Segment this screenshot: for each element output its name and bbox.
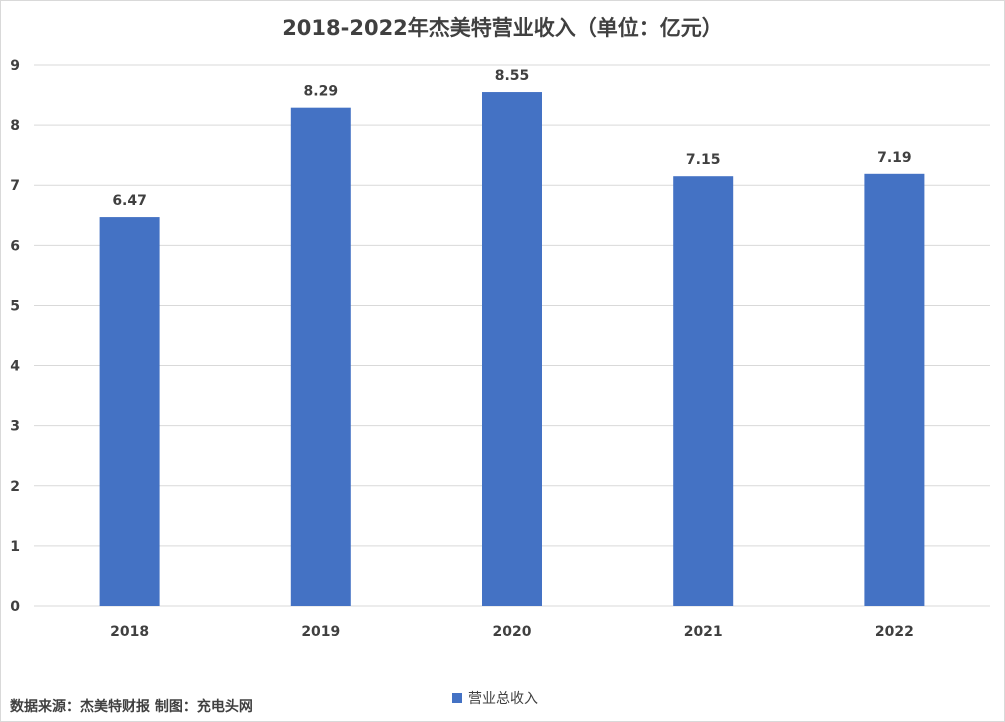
data-label-2020: 8.55 — [495, 68, 530, 84]
y-tick-label-0: 0 — [10, 599, 20, 615]
chart-title: 2018-2022年杰美特营业收入（单位：亿元） — [282, 16, 723, 40]
legend: 营业总收入 — [452, 688, 538, 708]
x-tick-label-2022: 2022 — [875, 624, 914, 640]
y-tick-label-5: 5 — [10, 298, 20, 314]
x-tick-label-2020: 2020 — [493, 624, 532, 640]
source-note: 数据来源：杰美特财报 制图：充电头网 — [10, 699, 253, 715]
bar-2020 — [482, 92, 542, 607]
data-label-2019: 8.29 — [304, 84, 339, 100]
y-tick-label-3: 3 — [10, 419, 20, 435]
bar-2021 — [673, 176, 734, 606]
y-tick-label-2: 2 — [10, 479, 20, 495]
legend-swatch — [452, 693, 462, 703]
x-tick-label-2019: 2019 — [301, 624, 340, 640]
y-tick-label-9: 9 — [10, 58, 20, 74]
legend-label: 营业总收入 — [468, 691, 538, 707]
y-tick-label-8: 8 — [10, 118, 20, 134]
y-tick-label-4: 4 — [10, 359, 20, 375]
y-tick-label-1: 1 — [10, 539, 20, 555]
y-tick-label-6: 6 — [10, 238, 20, 254]
data-label-2022: 7.19 — [877, 150, 912, 166]
bar-2019 — [290, 107, 351, 606]
y-tick-label-7: 7 — [10, 178, 20, 194]
bar-2022 — [864, 173, 925, 606]
bar-2018 — [99, 217, 160, 606]
data-label-2021: 7.15 — [686, 152, 721, 168]
x-tick-label-2018: 2018 — [110, 624, 149, 640]
x-tick-label-2021: 2021 — [684, 624, 723, 640]
data-label-2018: 6.47 — [112, 193, 147, 209]
